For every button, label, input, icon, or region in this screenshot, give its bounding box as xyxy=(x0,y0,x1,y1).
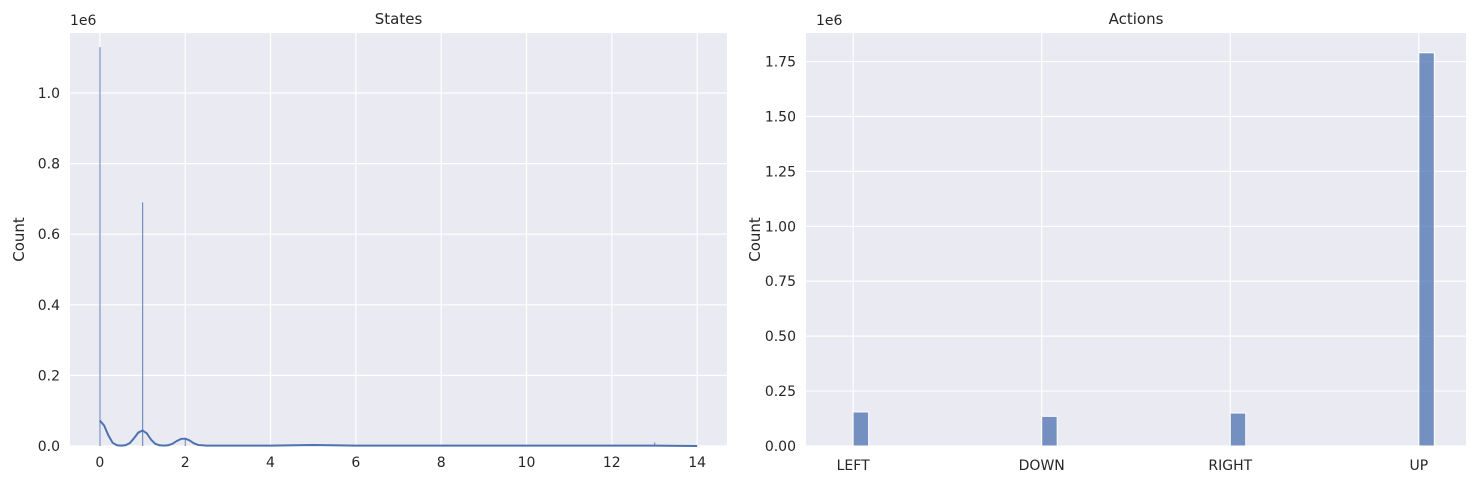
actions-title: Actions xyxy=(1109,10,1164,28)
actions-bar xyxy=(1041,415,1058,447)
actions-bars xyxy=(852,52,1435,447)
actions-bar xyxy=(1418,52,1435,447)
actions-bar xyxy=(852,411,870,447)
states-grid xyxy=(70,33,727,447)
states-y-tick-label: 1.0 xyxy=(38,86,60,102)
actions-plot-area xyxy=(806,33,1466,446)
actions-offset-text: 1e6 xyxy=(816,13,843,29)
states-x-tick-label: 12 xyxy=(603,455,621,471)
actions-y-tick-label: 0.00 xyxy=(765,439,796,455)
states-y-tick-label: 0.2 xyxy=(38,368,60,384)
actions-x-tick-label: DOWN xyxy=(1019,458,1065,474)
actions-y-ticks: 0.00 0.25 0.50 0.75 1.00 1.25 1.50 1.75 xyxy=(765,55,796,455)
states-y-tick-label: 0.6 xyxy=(38,227,60,243)
actions-x-tick-label: RIGHT xyxy=(1208,458,1252,474)
states-y-tick-label: 0.8 xyxy=(38,157,60,173)
actions-y-tick-label: 0.25 xyxy=(765,384,796,400)
actions-y-tick-label: 1.00 xyxy=(765,219,796,235)
actions-y-tick-label: 0.50 xyxy=(765,329,796,345)
states-histogram-panel: 0 2 4 6 8 10 12 14 0.0 0.2 0.4 0.6 0.8 1.0 States 1e… xyxy=(10,10,727,471)
states-histogram-bar xyxy=(184,438,186,446)
states-x-tick-label: 14 xyxy=(688,455,706,471)
states-title: States xyxy=(375,10,423,28)
actions-y-tick-label: 0.75 xyxy=(765,274,796,290)
states-x-tick-label: 10 xyxy=(518,455,536,471)
actions-x-ticks: LEFT DOWN RIGHT UP xyxy=(837,458,1429,474)
states-x-tick-label: 8 xyxy=(437,455,446,471)
actions-grid xyxy=(806,33,1466,447)
actions-y-tick-label: 1.75 xyxy=(765,55,796,71)
actions-y-tick-label: 1.50 xyxy=(765,109,796,125)
actions-y-tick-label: 1.25 xyxy=(765,164,796,180)
actions-x-tick-label: UP xyxy=(1410,458,1429,474)
states-kde-line xyxy=(99,419,698,447)
states-y-ticks: 0.0 0.2 0.4 0.6 0.8 1.0 xyxy=(38,86,60,455)
states-y-tick-label: 0.0 xyxy=(38,439,60,455)
actions-bar xyxy=(1229,412,1247,447)
states-y-tick-label: 0.4 xyxy=(38,298,60,314)
states-plot-area xyxy=(70,33,727,446)
actions-bar-panel: LEFT DOWN RIGHT UP 0.00 0.25 0.50 0.75 1.00 1.25… xyxy=(746,10,1466,474)
actions-y-axis-label: Count xyxy=(746,217,764,262)
states-histogram-bar xyxy=(99,47,101,446)
states-histogram-bar xyxy=(653,442,656,446)
states-x-ticks: 0 2 4 6 8 10 12 14 xyxy=(95,455,706,471)
states-x-tick-label: 2 xyxy=(181,455,190,471)
states-x-tick-label: 0 xyxy=(95,455,104,471)
states-histogram-bar xyxy=(142,202,144,446)
states-offset-text: 1e6 xyxy=(70,13,97,29)
states-x-tick-label: 6 xyxy=(351,455,360,471)
states-x-tick-label: 4 xyxy=(266,455,275,471)
actions-x-tick-label: LEFT xyxy=(837,458,870,474)
states-y-axis-label: Count xyxy=(10,217,28,262)
